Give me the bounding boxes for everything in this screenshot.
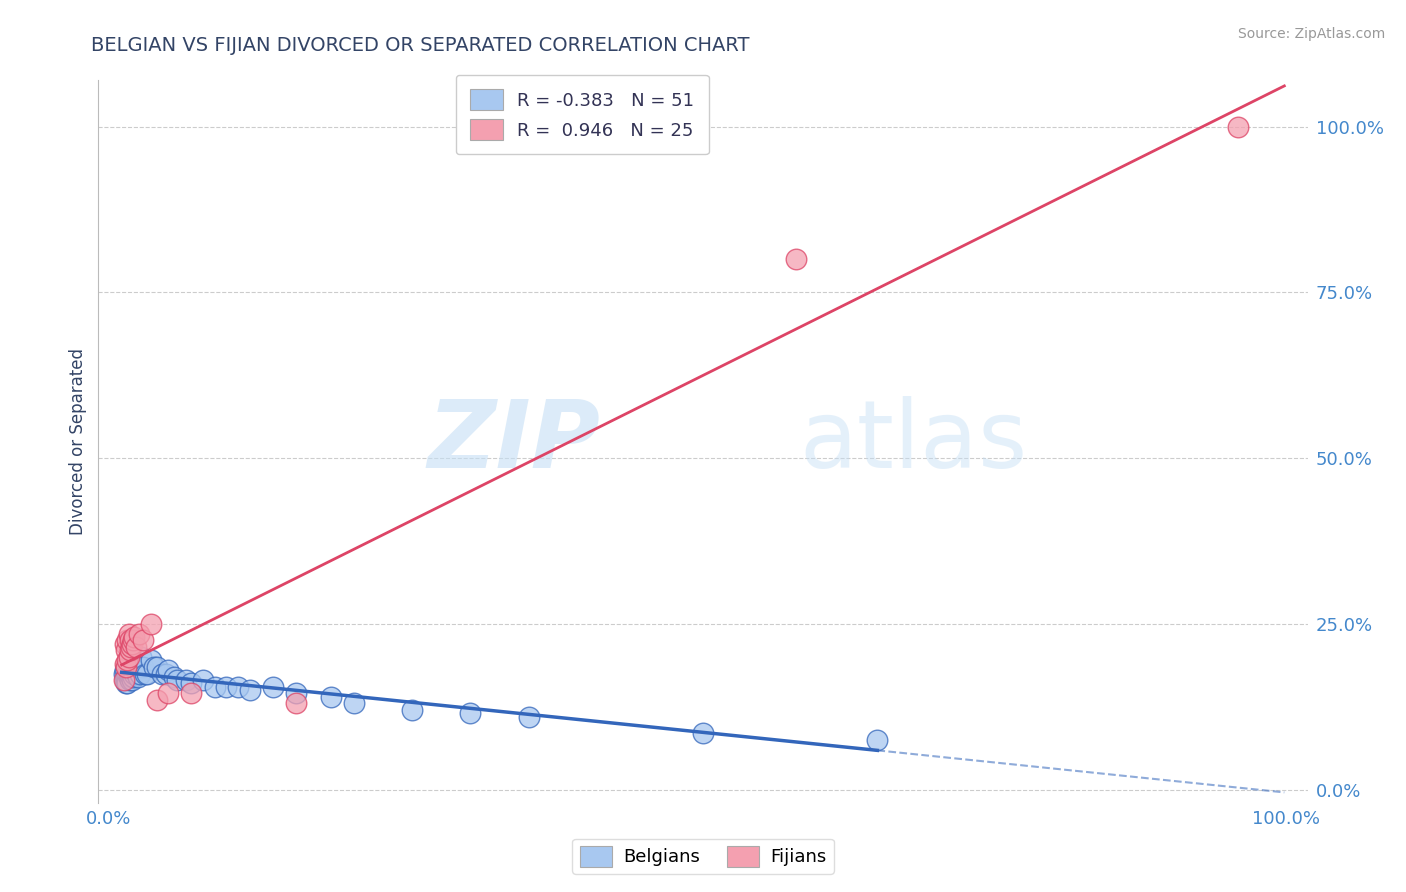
Point: [114, 657, 136, 671]
Point: [131, 650, 153, 665]
Point: [124, 640, 146, 654]
Text: 100.0%: 100.0%: [1251, 811, 1320, 829]
Point: [117, 633, 139, 648]
Point: [131, 633, 153, 648]
Point: [121, 637, 143, 651]
Point: [134, 666, 156, 681]
Point: [115, 670, 138, 684]
Point: [118, 673, 141, 688]
Point: [117, 676, 139, 690]
Point: [122, 663, 145, 677]
Point: [124, 663, 146, 677]
Point: [128, 660, 150, 674]
Point: [157, 686, 180, 700]
Point: [343, 697, 366, 711]
Point: [145, 660, 167, 674]
Point: [118, 650, 141, 665]
Point: [121, 673, 143, 688]
Point: [191, 673, 214, 688]
Point: [120, 660, 142, 674]
Point: [143, 660, 166, 674]
Y-axis label: Divorced or Separated: Divorced or Separated: [69, 348, 87, 535]
Point: [139, 616, 162, 631]
Point: [122, 633, 145, 648]
Point: [112, 673, 135, 688]
Point: [285, 686, 308, 700]
Point: [517, 709, 540, 723]
Point: [120, 670, 142, 684]
Point: [285, 697, 308, 711]
Point: [128, 627, 150, 641]
Point: [157, 663, 180, 677]
Point: [118, 670, 141, 684]
Point: [460, 706, 482, 721]
Point: [114, 663, 136, 677]
Point: [121, 666, 143, 681]
Point: [215, 680, 238, 694]
Point: [117, 666, 139, 681]
Point: [136, 666, 159, 681]
Legend: Belgians, Fijians: Belgians, Fijians: [572, 838, 834, 874]
Point: [127, 670, 149, 684]
Text: BELGIAN VS FIJIAN DIVORCED OR SEPARATED CORRELATION CHART: BELGIAN VS FIJIAN DIVORCED OR SEPARATED …: [91, 36, 749, 54]
Point: [124, 630, 146, 644]
Point: [118, 663, 141, 677]
Point: [319, 690, 342, 704]
Point: [785, 252, 807, 267]
Point: [122, 670, 145, 684]
Point: [262, 680, 284, 694]
Point: [139, 653, 162, 667]
Point: [118, 633, 141, 648]
Point: [150, 666, 173, 681]
Point: [226, 680, 249, 694]
Point: [401, 703, 423, 717]
Point: [115, 676, 138, 690]
Point: [114, 637, 136, 651]
Point: [124, 666, 146, 681]
Point: [115, 643, 138, 657]
Point: [145, 693, 167, 707]
Point: [155, 666, 177, 681]
Point: [125, 666, 148, 681]
Point: [114, 673, 136, 688]
Point: [180, 686, 202, 700]
Point: [692, 726, 714, 740]
Text: Source: ZipAtlas.com: Source: ZipAtlas.com: [1237, 27, 1385, 41]
Point: [129, 666, 152, 681]
Text: ZIP: ZIP: [427, 395, 600, 488]
Point: [131, 660, 153, 674]
Point: [118, 666, 141, 681]
Point: [1226, 120, 1249, 134]
Legend: R = -0.383   N = 51, R =  0.946   N = 25: R = -0.383 N = 51, R = 0.946 N = 25: [456, 75, 709, 154]
Point: [174, 673, 197, 688]
Text: atlas: atlas: [800, 395, 1028, 488]
Point: [866, 732, 889, 747]
Point: [118, 643, 141, 657]
Text: 0.0%: 0.0%: [86, 811, 132, 829]
Point: [112, 666, 135, 681]
Point: [118, 627, 141, 641]
Point: [120, 640, 142, 654]
Point: [239, 683, 262, 698]
Point: [163, 670, 186, 684]
Point: [180, 676, 202, 690]
Point: [115, 660, 138, 674]
Point: [204, 680, 226, 694]
Point: [117, 653, 139, 667]
Point: [166, 673, 188, 688]
